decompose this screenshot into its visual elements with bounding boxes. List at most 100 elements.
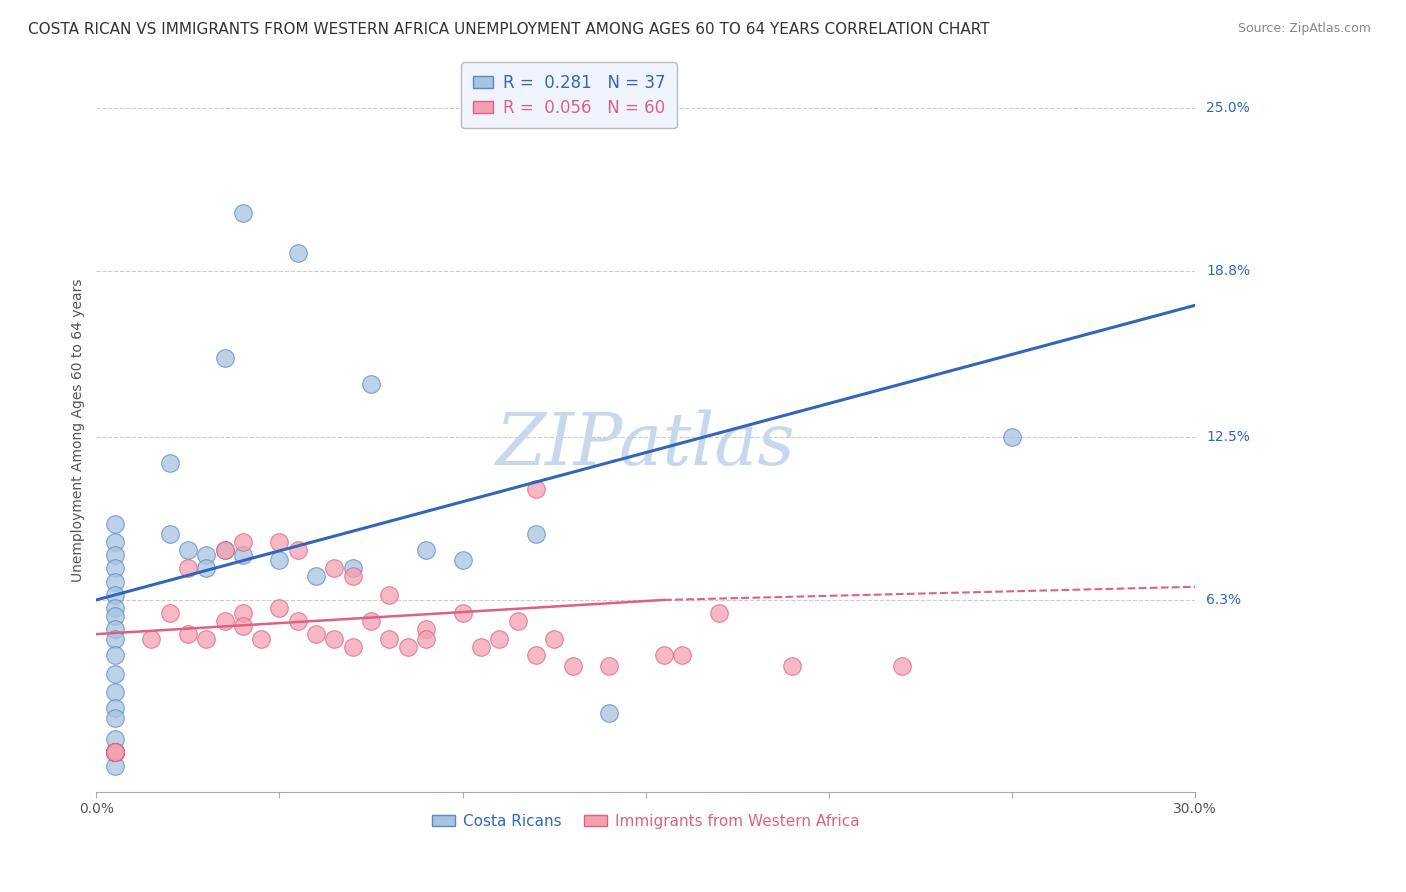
Point bbox=[104, 746, 127, 760]
Point bbox=[360, 377, 382, 392]
Point bbox=[305, 569, 328, 583]
Text: 12.5%: 12.5% bbox=[1206, 430, 1250, 444]
Point bbox=[470, 640, 492, 655]
Point bbox=[104, 608, 127, 623]
Point bbox=[104, 746, 127, 760]
Text: COSTA RICAN VS IMMIGRANTS FROM WESTERN AFRICA UNEMPLOYMENT AMONG AGES 60 TO 64 Y: COSTA RICAN VS IMMIGRANTS FROM WESTERN A… bbox=[28, 22, 990, 37]
Point bbox=[104, 600, 127, 615]
Text: 25.0%: 25.0% bbox=[1206, 101, 1250, 115]
Point bbox=[104, 746, 127, 760]
Text: ZIPatlas: ZIPatlas bbox=[496, 409, 796, 480]
Point bbox=[488, 632, 510, 647]
Legend: Costa Ricans, Immigrants from Western Africa: Costa Ricans, Immigrants from Western Af… bbox=[426, 808, 866, 835]
Point bbox=[415, 632, 437, 647]
Point bbox=[232, 206, 254, 220]
Text: 18.8%: 18.8% bbox=[1206, 264, 1250, 278]
Point bbox=[323, 632, 346, 647]
Point bbox=[195, 632, 218, 647]
Point bbox=[104, 746, 127, 760]
Point bbox=[524, 483, 547, 497]
Point bbox=[104, 746, 127, 760]
Point bbox=[652, 648, 675, 662]
Point bbox=[342, 561, 364, 575]
Point bbox=[104, 648, 127, 662]
Point bbox=[415, 543, 437, 558]
Point bbox=[214, 614, 236, 628]
Point bbox=[524, 648, 547, 662]
Point bbox=[177, 627, 200, 641]
Point bbox=[104, 632, 127, 647]
Point bbox=[104, 622, 127, 636]
Point bbox=[232, 535, 254, 549]
Point bbox=[104, 588, 127, 602]
Point bbox=[104, 746, 127, 760]
Point bbox=[104, 685, 127, 699]
Point bbox=[195, 548, 218, 562]
Point bbox=[780, 658, 803, 673]
Point bbox=[269, 535, 291, 549]
Point bbox=[159, 527, 181, 541]
Point bbox=[104, 516, 127, 531]
Point bbox=[104, 746, 127, 760]
Point bbox=[141, 632, 163, 647]
Y-axis label: Unemployment Among Ages 60 to 64 years: Unemployment Among Ages 60 to 64 years bbox=[72, 278, 86, 582]
Point bbox=[104, 746, 127, 760]
Point bbox=[104, 746, 127, 760]
Point bbox=[598, 706, 620, 720]
Point bbox=[104, 746, 127, 760]
Point bbox=[287, 614, 309, 628]
Point bbox=[104, 746, 127, 760]
Point bbox=[104, 746, 127, 760]
Point bbox=[250, 632, 273, 647]
Point bbox=[104, 746, 127, 760]
Point bbox=[378, 588, 401, 602]
Point bbox=[1001, 430, 1024, 444]
Point bbox=[214, 543, 236, 558]
Point bbox=[104, 746, 127, 760]
Point bbox=[159, 606, 181, 620]
Point bbox=[104, 746, 127, 760]
Point bbox=[543, 632, 565, 647]
Point bbox=[707, 606, 730, 620]
Point bbox=[287, 543, 309, 558]
Point bbox=[177, 543, 200, 558]
Point bbox=[451, 553, 474, 567]
Point bbox=[524, 527, 547, 541]
Point bbox=[177, 561, 200, 575]
Point bbox=[671, 648, 693, 662]
Point bbox=[323, 561, 346, 575]
Point bbox=[104, 711, 127, 725]
Point bbox=[342, 640, 364, 655]
Point bbox=[104, 746, 127, 760]
Point bbox=[396, 640, 419, 655]
Point bbox=[104, 561, 127, 575]
Point bbox=[195, 561, 218, 575]
Text: Source: ZipAtlas.com: Source: ZipAtlas.com bbox=[1237, 22, 1371, 36]
Point bbox=[104, 746, 127, 760]
Point bbox=[104, 732, 127, 747]
Point bbox=[891, 658, 914, 673]
Point bbox=[232, 606, 254, 620]
Point bbox=[159, 456, 181, 470]
Point bbox=[104, 700, 127, 714]
Point bbox=[232, 548, 254, 562]
Point bbox=[287, 245, 309, 260]
Point bbox=[214, 543, 236, 558]
Point bbox=[104, 746, 127, 760]
Point bbox=[232, 619, 254, 633]
Point bbox=[104, 758, 127, 772]
Point bbox=[104, 574, 127, 589]
Point bbox=[415, 622, 437, 636]
Point bbox=[214, 351, 236, 365]
Text: 6.3%: 6.3% bbox=[1206, 593, 1241, 607]
Point bbox=[104, 666, 127, 681]
Point bbox=[360, 614, 382, 628]
Point bbox=[269, 600, 291, 615]
Point bbox=[104, 535, 127, 549]
Point bbox=[104, 746, 127, 760]
Point bbox=[342, 569, 364, 583]
Point bbox=[104, 548, 127, 562]
Point bbox=[269, 553, 291, 567]
Point bbox=[104, 746, 127, 760]
Point bbox=[561, 658, 583, 673]
